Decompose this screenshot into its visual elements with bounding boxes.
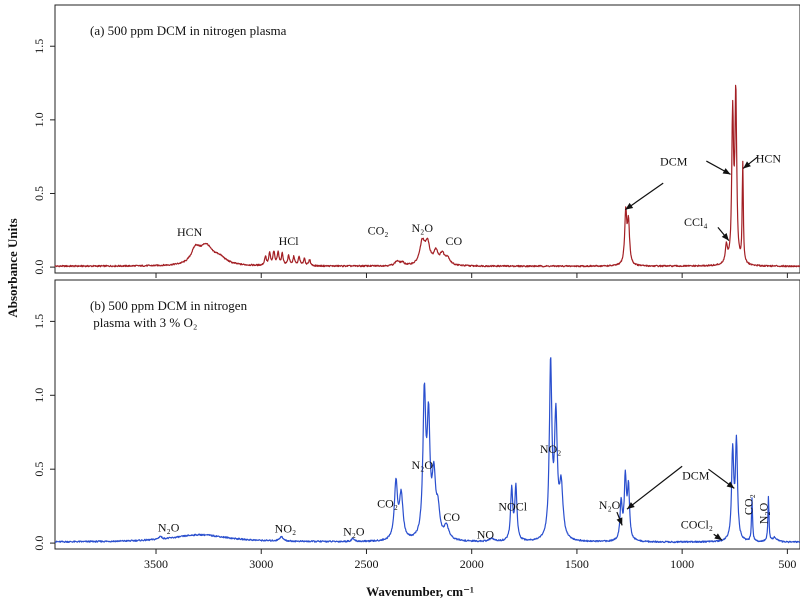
x-tick-label-3: 2000 bbox=[460, 557, 484, 571]
panel-b-peak-label-2: N₂O bbox=[343, 525, 365, 539]
panel-a-title: (a) 500 ppm DCM in nitrogen plasma bbox=[90, 23, 287, 38]
panel-b-spectrum-line bbox=[54, 357, 800, 544]
panel-a-peak-label-2: CO₂ bbox=[368, 224, 389, 238]
x-tick-label-6: 500 bbox=[778, 557, 796, 571]
panel-b-peak-label-12: CO₂ bbox=[742, 494, 756, 515]
panel-a-peak-label-3: N₂O bbox=[411, 221, 433, 235]
panel-a-spectrum: 0.0 0.5 1.0 1.5 (a) 500 ppm DCM in nitrogen … bbox=[32, 4, 800, 278]
panel-b-peak-label-0: N₂O bbox=[158, 520, 180, 534]
panel-b-peak-label-13: N₂O bbox=[756, 502, 770, 524]
panel-b-peak-label-11: DCM bbox=[682, 469, 710, 483]
panel-b-spectrum: 0.0 0.5 1.0 1.5 3500 3000 2500 2000 1500 1000 500 (… bbox=[32, 279, 800, 571]
panel-b-arrow-head-0 bbox=[616, 517, 623, 526]
panel-a-y-tick-label-3: 1.5 bbox=[32, 39, 46, 54]
panel-a-arrow-head-1 bbox=[722, 168, 731, 175]
y-axis-title: Absorbance Units bbox=[5, 218, 20, 317]
panel-a-peak-label-0: HCN bbox=[177, 225, 203, 239]
panel-a-peak-label-7: HCN bbox=[756, 152, 782, 166]
x-tick-label-1: 3000 bbox=[249, 557, 273, 571]
panel-b-peak-label-9: N₂O bbox=[599, 498, 621, 512]
panel-b-peak-label-7: NOCl bbox=[498, 500, 527, 514]
panel-a-peak-label-4: CO bbox=[445, 234, 462, 248]
panel-a-peak-label-1: HCl bbox=[279, 234, 300, 248]
panel-b-peak-label-8: NO₂ bbox=[540, 442, 562, 456]
panel-a-peak-label-6: CCl₄ bbox=[684, 215, 708, 229]
panel-a-arrow-head-0 bbox=[625, 202, 634, 210]
panel-b-peak-label-1: NO₂ bbox=[275, 522, 297, 536]
panel-a-y-tick-label-0: 0.0 bbox=[32, 260, 46, 275]
panel-b-y-tick-label-2: 1.0 bbox=[32, 388, 46, 403]
x-tick-label-5: 1000 bbox=[670, 557, 694, 571]
panel-a-y-tick-label-1: 0.5 bbox=[32, 186, 46, 201]
panel-b-peak-label-6: NO bbox=[477, 528, 495, 542]
x-tick-label-2: 2500 bbox=[354, 557, 378, 571]
panel-b-arrow-head-3 bbox=[714, 533, 723, 541]
panel-b-arrow-head-2 bbox=[726, 481, 735, 489]
panel-b-peak-label-3: CO₂ bbox=[377, 497, 398, 511]
panel-b-y-tick-label-1: 0.5 bbox=[32, 462, 46, 477]
panel-a-spectrum-line bbox=[54, 84, 800, 268]
panel-a-arrow-line-0 bbox=[624, 182, 664, 211]
panel-b-peak-label-4: N₂O bbox=[411, 458, 433, 472]
panel-b-peak-label-5: CO bbox=[443, 510, 460, 524]
panel-b-peak-label-10: COCl₂ bbox=[681, 517, 713, 531]
x-tick-label-0: 3500 bbox=[144, 557, 168, 571]
panel-a-arrow-head-3 bbox=[743, 161, 751, 169]
panel-b-arrow-line-1 bbox=[626, 465, 683, 510]
panel-a-arrow-head-2 bbox=[721, 232, 729, 241]
panel-b-y-tick-label-3: 1.5 bbox=[32, 314, 46, 329]
panel-a-y-tick-label-2: 1.0 bbox=[32, 112, 46, 127]
panel-b-y-tick-label-0: 0.0 bbox=[32, 536, 46, 551]
panel-b-arrow-head-1 bbox=[627, 502, 635, 510]
panel-a-frame bbox=[54, 4, 800, 274]
x-tick-label-4: 1500 bbox=[565, 557, 589, 571]
panel-b-frame bbox=[54, 279, 800, 550]
x-axis-title: Wavenumber, cm⁻¹ bbox=[366, 584, 474, 599]
panel-b-title: (b) 500 ppm DCM in nitrogen plasma with … bbox=[90, 298, 248, 330]
panel-a-peak-label-5: DCM bbox=[660, 155, 688, 169]
